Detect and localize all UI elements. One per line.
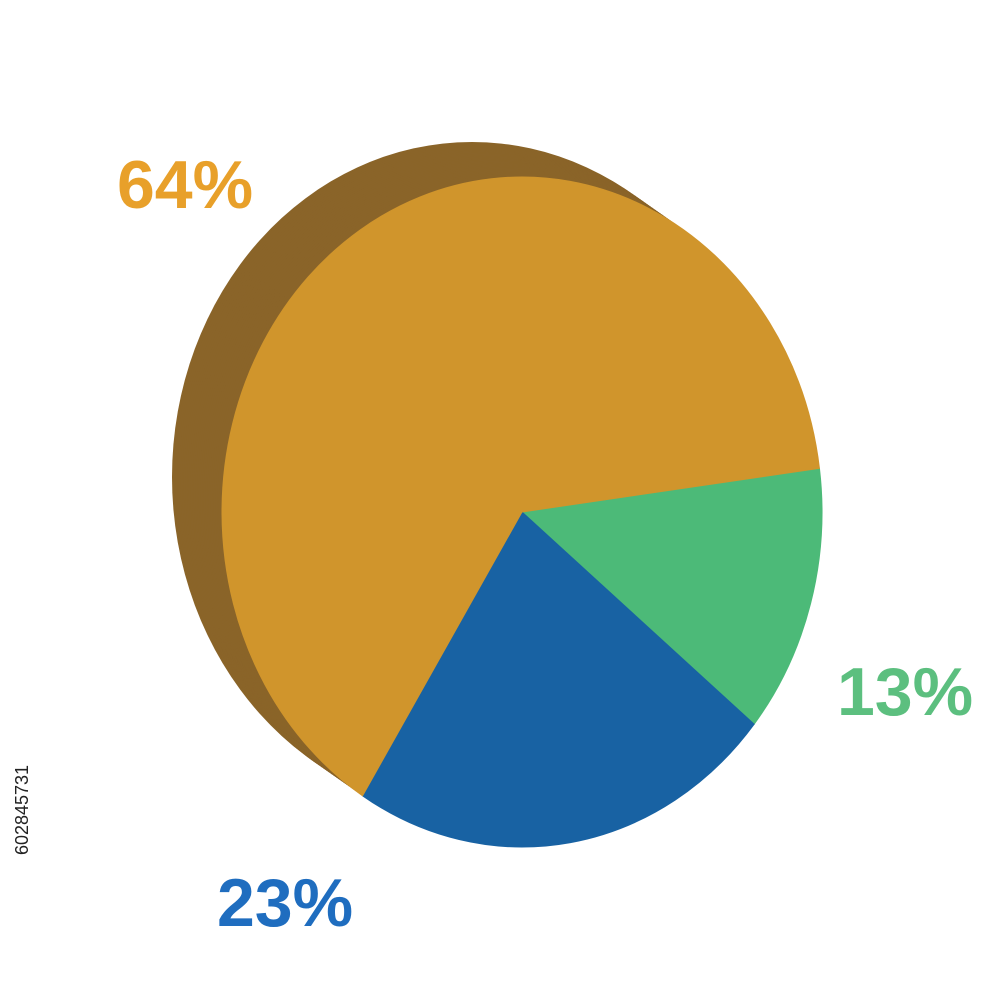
pie-face	[221, 176, 823, 848]
pie-slice	[221, 176, 820, 797]
value-label: 23%	[217, 865, 353, 941]
value-label: 13%	[837, 654, 973, 730]
pie-slice	[361, 511, 755, 848]
pie-slice	[520, 467, 823, 725]
stock-id: 602845731	[12, 765, 32, 855]
value-label: 64%	[117, 147, 253, 223]
